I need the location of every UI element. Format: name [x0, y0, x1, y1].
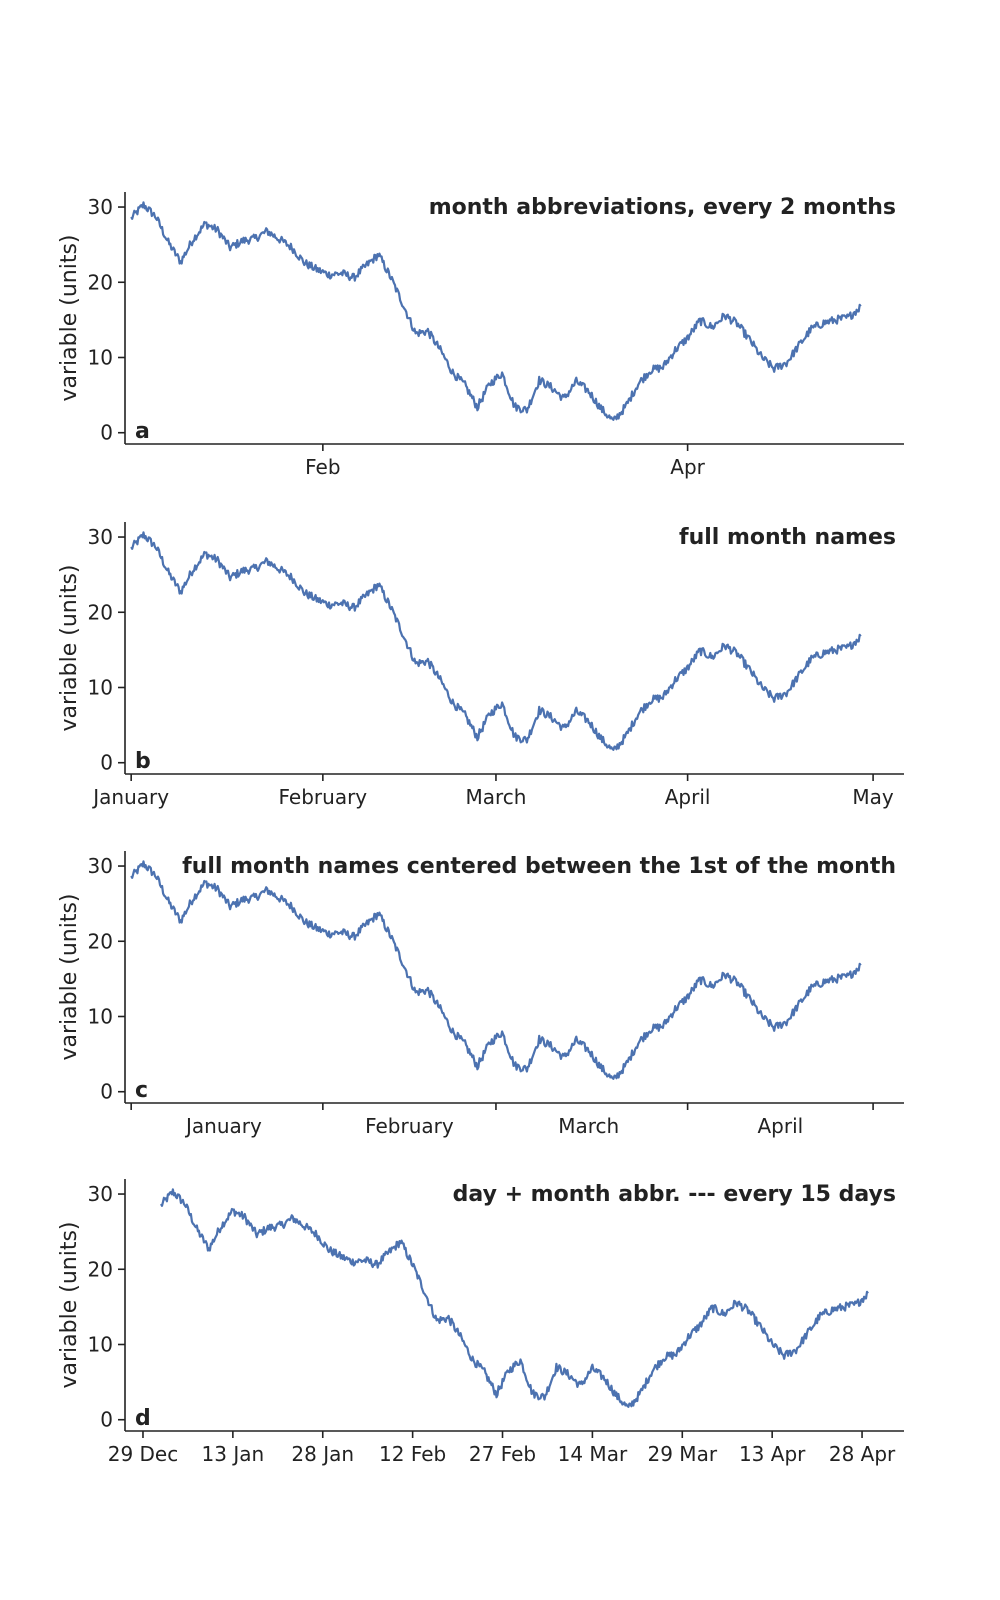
y-tick-label: 0: [100, 421, 113, 445]
x-tick-label: 13 Jan: [202, 1442, 265, 1466]
panel-b: 0 10 20 30 January February March April May varia…: [57, 522, 904, 809]
y-axis-label: variable (units): [57, 565, 82, 732]
panel-title: full month names: [679, 525, 896, 550]
panel-letter: c: [135, 1078, 148, 1103]
y-tick-label: 30: [88, 1182, 113, 1206]
y-tick-label: 20: [88, 929, 113, 953]
y-tick-label: 0: [100, 1408, 113, 1432]
y-tick-label: 0: [100, 1080, 113, 1104]
x-tick-label: January: [91, 785, 169, 809]
x-centered-label: February: [365, 1114, 454, 1138]
panel-a: 0 10 20 30 Feb Apr variable (units) month abbre…: [57, 192, 904, 479]
y-tick-label: 20: [88, 270, 113, 294]
panel-c: 0 10 20 30 January February March April variable…: [57, 851, 904, 1138]
y-tick-label: 20: [88, 1257, 113, 1281]
x-tick-label: Apr: [670, 455, 705, 479]
panel-title: month abbreviations, every 2 months: [429, 195, 896, 220]
panel-title: full month names centered between the 1s…: [182, 854, 896, 879]
x-tick-label: 28 Jan: [291, 1442, 354, 1466]
y-axis-label: variable (units): [57, 235, 82, 402]
y-tick-label: 10: [88, 345, 113, 369]
y-tick-label: 10: [88, 1004, 113, 1028]
y-tick-label: 10: [88, 1332, 113, 1356]
y-tick-label: 20: [88, 600, 113, 624]
x-tick-label: 28 Apr: [829, 1442, 896, 1466]
x-tick-label: 13 Apr: [739, 1442, 806, 1466]
y-tick-label: 30: [88, 525, 113, 549]
panel-letter: a: [135, 419, 150, 444]
panel-letter: b: [135, 749, 151, 774]
y-tick-label: 0: [100, 751, 113, 775]
y-tick-label: 10: [88, 675, 113, 699]
x-tick-label: May: [852, 785, 894, 809]
x-centered-label: March: [558, 1114, 619, 1138]
x-tick-label: 29 Dec: [108, 1442, 179, 1466]
series-line: [130, 201, 862, 421]
x-tick-label: March: [465, 785, 526, 809]
x-tick-label: 27 Feb: [469, 1442, 536, 1466]
x-centered-label: April: [757, 1114, 803, 1138]
panel-title: day + month abbr. --- every 15 days: [453, 1182, 896, 1207]
series-line: [130, 860, 862, 1080]
panel-letter: d: [135, 1406, 151, 1431]
y-tick-label: 30: [88, 854, 113, 878]
y-axis-label: variable (units): [57, 1222, 82, 1389]
x-tick-label: 12 Feb: [379, 1442, 446, 1466]
series-line: [130, 531, 862, 751]
x-tick-label: February: [279, 785, 368, 809]
y-tick-label: 30: [88, 195, 113, 219]
series-line: [160, 1188, 869, 1408]
panel-d: 0 10 20 30 29 Dec 13 Jan 28 Jan 12 Feb 27 Feb 14 …: [57, 1179, 904, 1466]
x-centered-label: January: [184, 1114, 262, 1138]
x-tick-label: 29 Mar: [648, 1442, 718, 1466]
y-axis-label: variable (units): [57, 894, 82, 1061]
x-tick-label: Feb: [305, 455, 340, 479]
x-tick-label: April: [665, 785, 711, 809]
x-tick-label: 14 Mar: [558, 1442, 628, 1466]
